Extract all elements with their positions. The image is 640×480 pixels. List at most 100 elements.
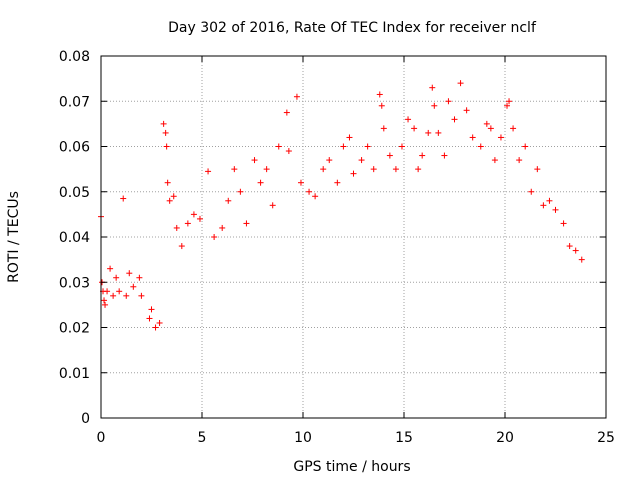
data-point (398, 143, 405, 150)
data-point (528, 188, 535, 195)
y-tick-label: 0.06 (59, 140, 90, 156)
data-point (146, 315, 153, 322)
data-point (243, 220, 250, 227)
data-point (364, 143, 371, 150)
data-point (497, 134, 504, 141)
data-point (101, 297, 108, 304)
data-point (257, 179, 264, 186)
data-point (156, 319, 163, 326)
data-point (425, 129, 432, 136)
data-point (285, 148, 292, 155)
data-point (334, 179, 341, 186)
data-point (123, 292, 130, 299)
data-point (163, 143, 170, 150)
data-point (173, 224, 180, 231)
y-tick-label: 0 (81, 411, 90, 427)
data-point (164, 179, 171, 186)
x-axis-label: GPS time / hours (293, 459, 410, 475)
ticks-layer: 0 5 10 15 20 25 0 0.01 0.02 0.03 0.04 0.05 0.06 0.07 0… (59, 49, 615, 446)
data-point (350, 170, 357, 177)
data-point (546, 197, 553, 204)
x-tick-label: 0 (97, 430, 106, 446)
data-point (572, 247, 579, 254)
data-point (237, 188, 244, 195)
data-point (578, 256, 585, 263)
data-point (225, 197, 232, 204)
data-point (102, 301, 109, 308)
data-point (269, 202, 276, 209)
data-point (380, 125, 387, 132)
data-point (196, 215, 203, 222)
data-point (370, 166, 377, 173)
data-point (463, 107, 470, 114)
data-point (340, 143, 347, 150)
data-point (138, 292, 145, 299)
data-point (104, 288, 111, 295)
x-tick-label: 25 (597, 430, 615, 446)
data-point (431, 102, 438, 109)
data-point (110, 292, 117, 299)
data-point (506, 98, 513, 105)
data-point (162, 129, 169, 136)
x-tick-label: 5 (198, 430, 207, 446)
data-point (358, 157, 365, 164)
y-tick-label: 0.03 (59, 275, 90, 291)
data-point (166, 197, 173, 204)
data-point (219, 224, 226, 231)
data-point (152, 324, 159, 331)
data-point (405, 116, 412, 123)
data-point (411, 125, 418, 132)
data-point (346, 134, 353, 141)
data-point (211, 234, 218, 240)
data-point (113, 274, 120, 281)
data-point (552, 206, 559, 213)
data-point (178, 243, 185, 250)
data-point (263, 166, 270, 173)
data-point (419, 152, 426, 159)
data-point (540, 202, 547, 209)
data-point (491, 157, 498, 164)
data-point (429, 84, 436, 91)
data-point (170, 193, 177, 200)
data-point (415, 166, 422, 173)
y-axis-label: ROTI / TECUs (6, 191, 22, 283)
y-tick-label: 0.07 (59, 94, 90, 110)
data-point (306, 188, 313, 195)
data-point (435, 129, 442, 136)
data-point (560, 220, 567, 227)
data-point (107, 265, 114, 272)
data-point (445, 98, 452, 105)
data-point (457, 80, 464, 87)
data-point (297, 179, 304, 186)
data-point (116, 288, 123, 295)
y-tick-label: 0.01 (59, 366, 90, 382)
x-tick-label: 10 (294, 430, 312, 446)
data-point (534, 166, 541, 173)
grid-layer (101, 56, 606, 418)
data-point (283, 109, 290, 116)
data-point (136, 274, 143, 281)
y-tick-label: 0.04 (59, 230, 90, 246)
y-tick-label: 0.05 (59, 185, 90, 201)
data-point (510, 125, 517, 132)
data-point (231, 166, 238, 173)
data-point (376, 91, 383, 98)
data-point (251, 157, 258, 164)
data-point (130, 283, 137, 290)
data-point (275, 143, 282, 150)
x-tick-label: 20 (496, 430, 514, 446)
data-point (326, 157, 333, 164)
data-point (441, 152, 448, 159)
chart-title: Day 302 of 2016, Rate Of TEC Index for r… (168, 20, 537, 36)
data-point (205, 168, 212, 175)
data-point (190, 211, 197, 218)
data-point (160, 120, 167, 127)
y-tick-label: 0.08 (59, 49, 90, 65)
data-point (293, 93, 300, 100)
data-point (477, 143, 484, 150)
data-point (126, 270, 133, 277)
data-point (184, 220, 191, 227)
data-point (386, 152, 393, 159)
data-point (469, 134, 476, 141)
